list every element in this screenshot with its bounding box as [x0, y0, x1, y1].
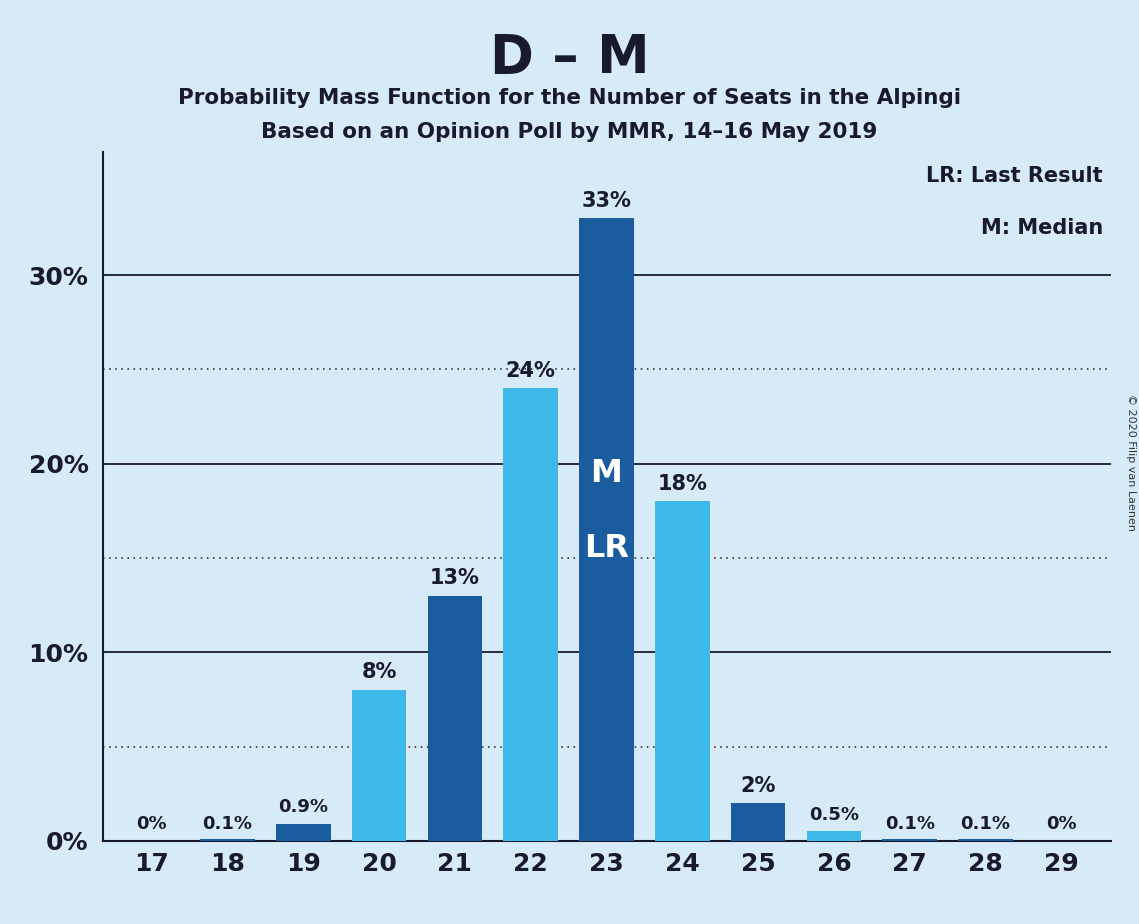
Text: 0.9%: 0.9%: [278, 798, 328, 816]
Bar: [958, 839, 1013, 841]
Bar: [276, 824, 330, 841]
Text: Probability Mass Function for the Number of Seats in the Alpingi: Probability Mass Function for the Number…: [178, 88, 961, 108]
Text: 0%: 0%: [1046, 815, 1076, 833]
Bar: [200, 839, 255, 841]
Text: LR: Last Result: LR: Last Result: [926, 165, 1103, 186]
Text: 24%: 24%: [506, 360, 556, 381]
Text: 0.1%: 0.1%: [203, 815, 253, 833]
Text: 0.1%: 0.1%: [960, 815, 1010, 833]
Text: 8%: 8%: [361, 663, 396, 683]
Text: M: M: [591, 457, 622, 489]
Bar: [427, 596, 482, 841]
Text: 33%: 33%: [582, 191, 631, 211]
Text: LR: LR: [584, 533, 629, 564]
Text: M: Median: M: Median: [981, 218, 1103, 238]
Text: 2%: 2%: [740, 775, 776, 796]
Bar: [731, 803, 786, 841]
Text: 13%: 13%: [431, 568, 480, 588]
Bar: [655, 502, 710, 841]
Bar: [883, 839, 937, 841]
Bar: [580, 218, 633, 841]
Text: 0%: 0%: [137, 815, 167, 833]
Bar: [352, 690, 407, 841]
Text: © 2020 Filip van Laenen: © 2020 Filip van Laenen: [1126, 394, 1136, 530]
Text: Based on an Opinion Poll by MMR, 14–16 May 2019: Based on an Opinion Poll by MMR, 14–16 M…: [261, 122, 878, 142]
Text: D – M: D – M: [490, 32, 649, 84]
Text: 18%: 18%: [657, 474, 707, 493]
Bar: [806, 832, 861, 841]
Text: 0.1%: 0.1%: [885, 815, 935, 833]
Bar: [503, 388, 558, 841]
Text: 0.5%: 0.5%: [809, 806, 859, 824]
